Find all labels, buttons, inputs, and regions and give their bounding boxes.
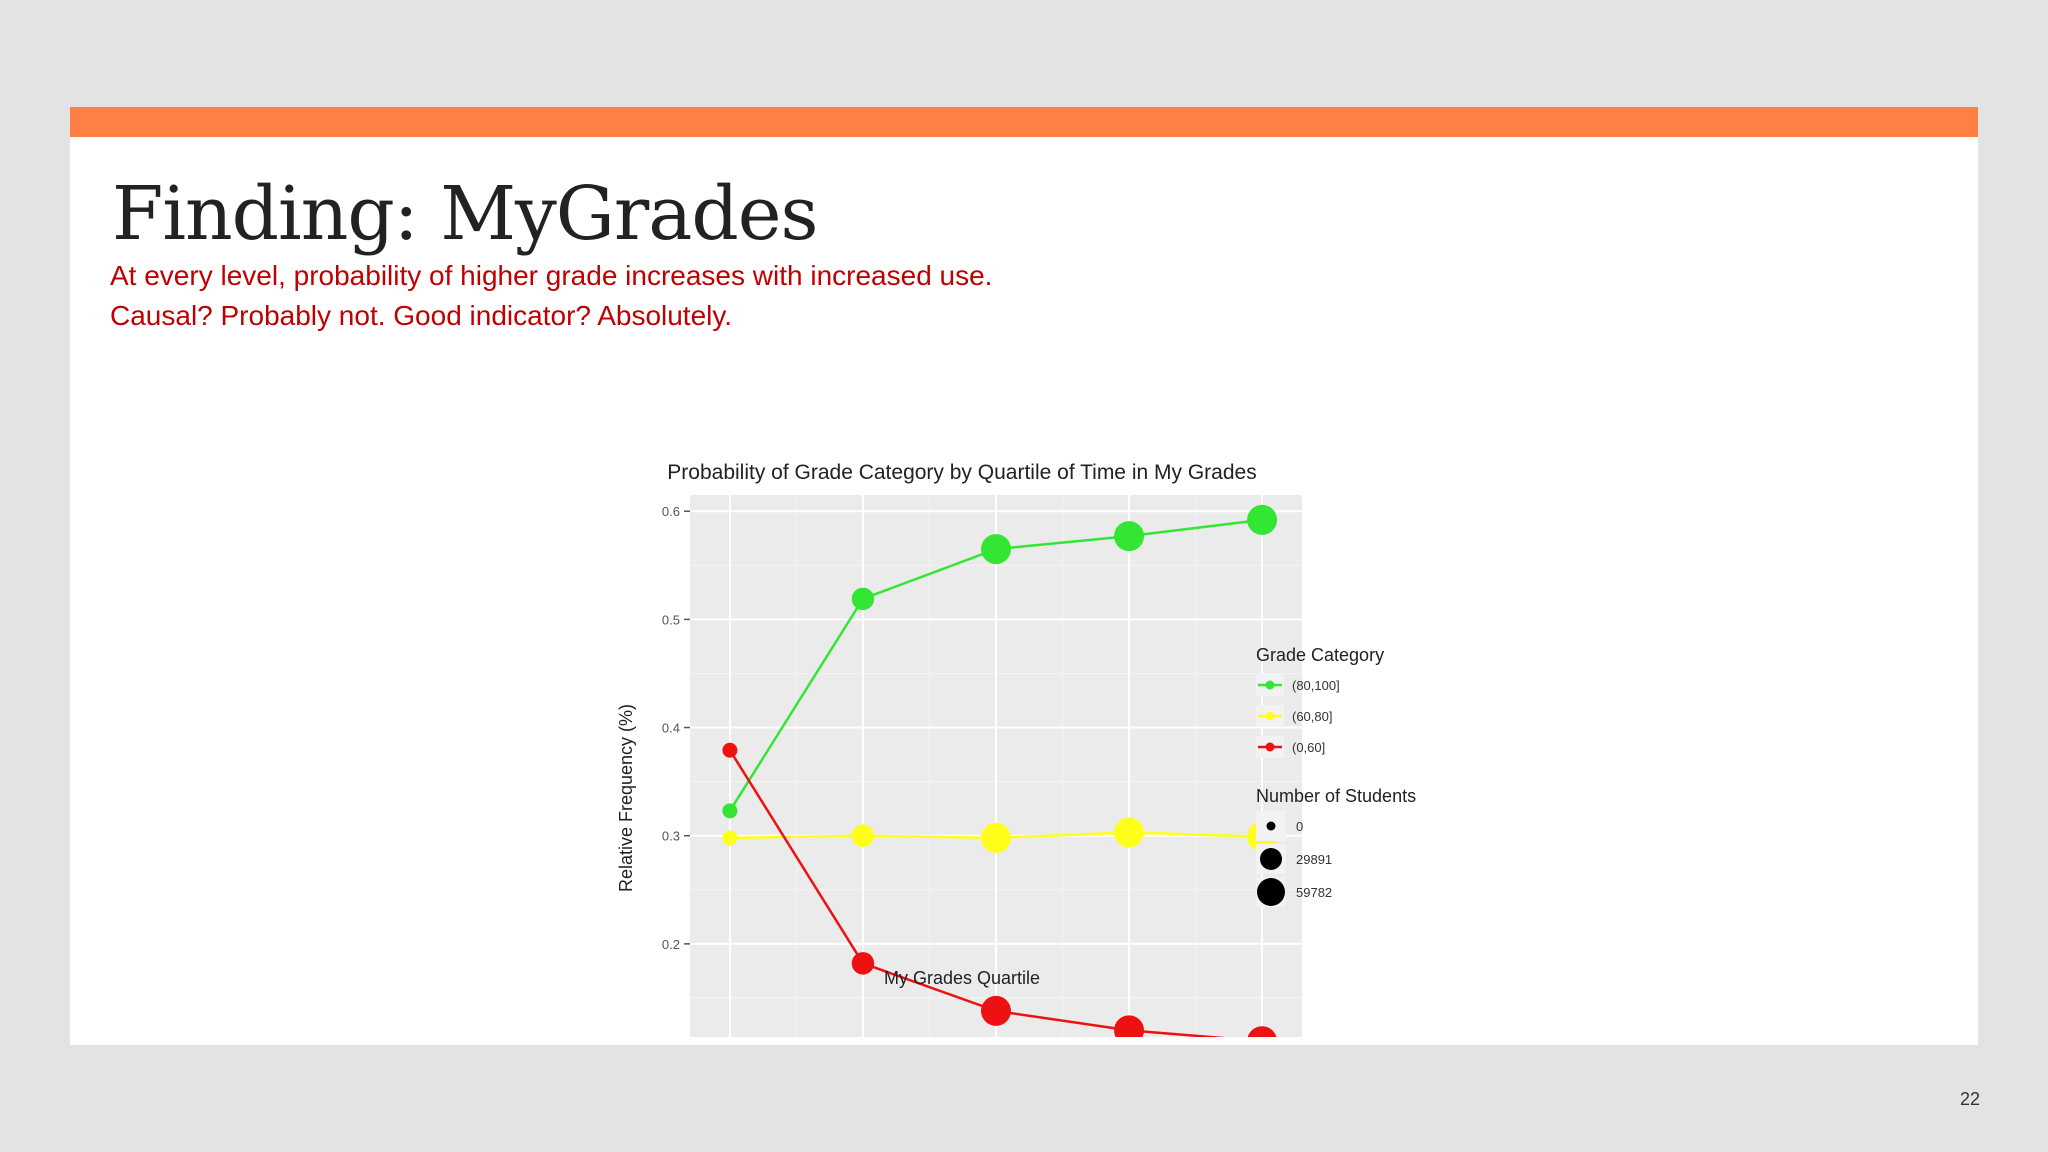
legend-title-grade: Grade Category: [1256, 645, 1384, 665]
subtitle-line-2: Causal? Probably not. Good indicator? Ab…: [110, 300, 733, 331]
page-number: 22: [1959, 1089, 1980, 1109]
legend-size-label: 59782: [1296, 885, 1332, 900]
legend-size-point: [1260, 848, 1282, 870]
legend-size-point: [1257, 878, 1285, 906]
data-point: [981, 995, 1011, 1026]
legend-size-label: 29891: [1296, 852, 1332, 867]
data-point: [722, 742, 738, 758]
y-tick-label: 0.2: [662, 937, 680, 952]
legend-key-point: [1265, 711, 1275, 721]
series-layer: [722, 504, 1278, 1057]
data-point: [1247, 504, 1278, 535]
y-tick-label: 0.5: [662, 612, 680, 627]
legend-key-point: [1265, 680, 1275, 690]
x-axis-label: My Grades Quartile: [884, 968, 1040, 988]
slide-title: Finding: MyGrades: [112, 171, 819, 257]
legend-label: (60,80]: [1292, 709, 1332, 724]
data-point: [1114, 817, 1145, 848]
legend-size-label: 0: [1296, 819, 1303, 834]
chart-svg: Probability of Grade Category by Quartil…: [616, 461, 1416, 1090]
y-tick-label: 0.3: [662, 829, 680, 844]
legend-title-students: Number of Students: [1256, 786, 1416, 806]
chart-title: Probability of Grade Category by Quartil…: [667, 461, 1256, 484]
y-tick-label: 0.4: [662, 721, 680, 736]
y-axis-label: Relative Frequency (%): [616, 704, 636, 892]
data-point: [851, 952, 875, 975]
legend-size-point: [1266, 821, 1276, 831]
subtitle-line-1: At every level, probability of higher gr…: [110, 260, 993, 291]
data-point: [981, 822, 1011, 853]
data-point: [851, 824, 875, 847]
data-point: [722, 830, 738, 846]
series-0: [722, 504, 1278, 819]
accent-bar: [70, 107, 1978, 137]
chart-container: Probability of Grade Category by Quartil…: [70, 337, 1978, 1090]
data-point: [722, 803, 738, 819]
legend: Grade Category (80,100] (60,80] (0,60] Numbe…: [1256, 645, 1416, 907]
data-point: [981, 534, 1011, 565]
legend-label: (0,60]: [1292, 740, 1325, 755]
legend-key-point: [1265, 742, 1275, 752]
data-point: [1114, 521, 1145, 552]
data-point: [851, 587, 875, 611]
legend-label: (80,100]: [1292, 678, 1340, 693]
slide: Finding: MyGrades At every level, probab…: [70, 107, 1978, 1090]
y-tick-label: 0.6: [662, 504, 680, 519]
